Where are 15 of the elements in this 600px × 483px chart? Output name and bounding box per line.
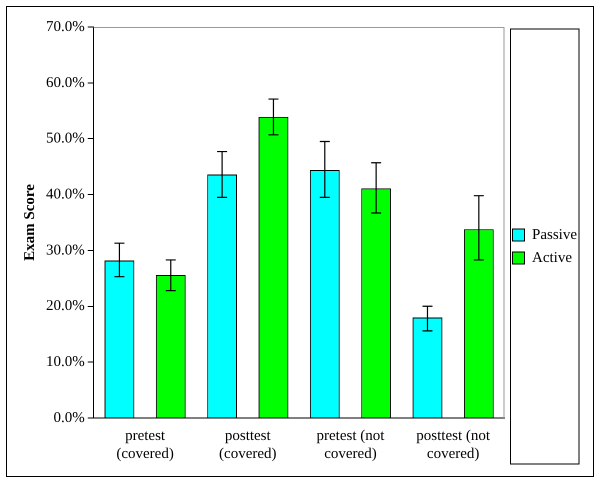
legend-label: Active xyxy=(532,250,572,266)
y-tick-label: 50.0% xyxy=(46,130,85,147)
y-tick-label: 20.0% xyxy=(46,298,85,314)
x-tick-label: pretest (not covered) xyxy=(316,428,386,462)
x-tick-label: posttest (not covered) xyxy=(416,428,491,462)
y-tick-label: 10.0% xyxy=(46,354,85,370)
y-tick-label: 30.0% xyxy=(46,242,85,258)
x-tick-label: pretest (covered) xyxy=(116,428,174,462)
y-tick-label: 0.0% xyxy=(53,410,85,426)
legend-label: Passive xyxy=(532,226,578,243)
y-tick-label: 40.0% xyxy=(46,186,85,203)
y-tick-label: 70.0% xyxy=(46,18,85,35)
y-tick-label: 60.0% xyxy=(46,74,85,91)
x-tick-label: posttest (covered) xyxy=(219,428,277,462)
y-axis-title: Exam Score xyxy=(22,184,38,261)
